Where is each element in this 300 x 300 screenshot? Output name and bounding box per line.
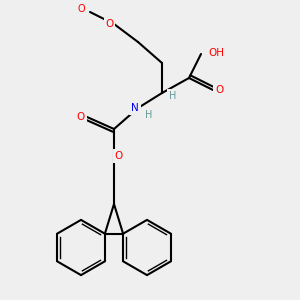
Text: O: O xyxy=(114,151,123,161)
Text: O: O xyxy=(77,4,85,14)
Text: H: H xyxy=(169,91,176,101)
Text: O: O xyxy=(215,85,223,95)
Text: H: H xyxy=(145,110,152,121)
Text: O: O xyxy=(105,19,114,29)
Text: N: N xyxy=(131,103,139,113)
Text: O: O xyxy=(77,112,85,122)
Text: OH: OH xyxy=(208,47,224,58)
